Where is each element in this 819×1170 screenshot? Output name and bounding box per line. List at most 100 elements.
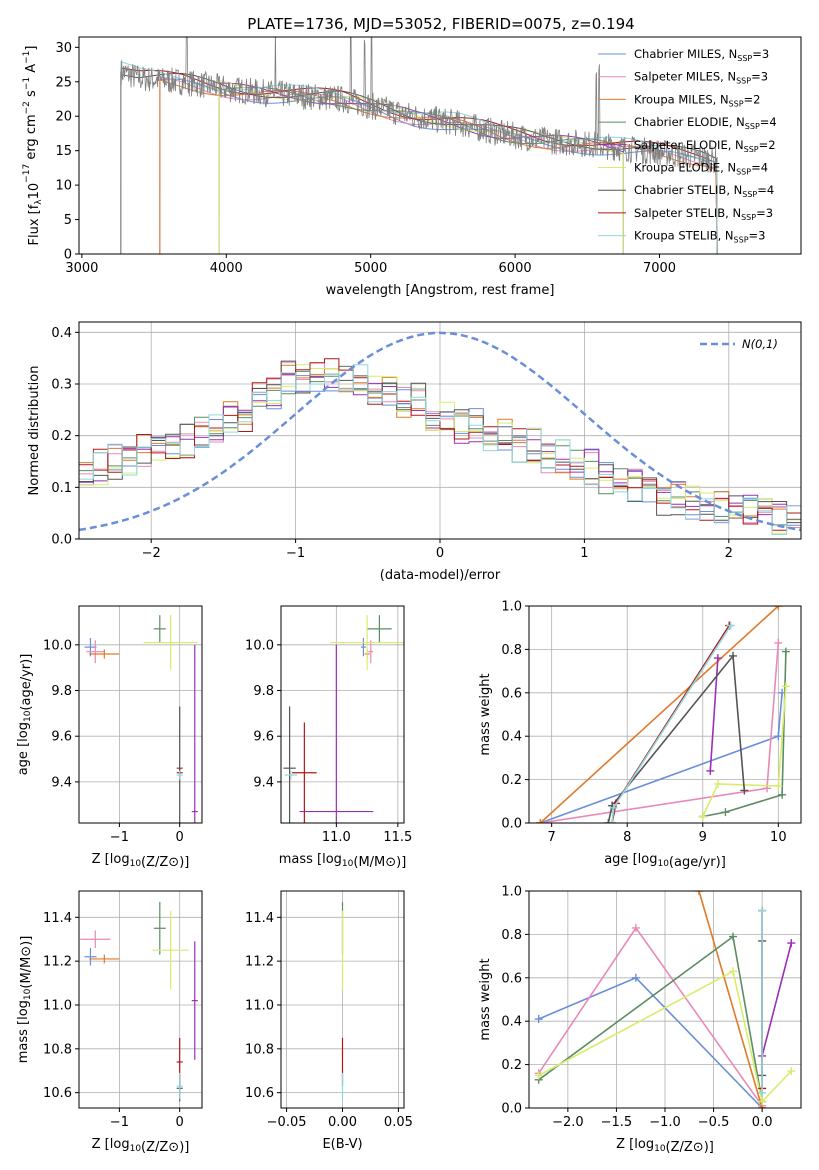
model-line-kroupa-elodie bbox=[218, 79, 624, 254]
x-tick-label: 8 bbox=[623, 830, 631, 845]
mass_weight_vs_Z-axes: −2.0 −1.5 −1.0 −0.5 0.0 0.0 0.2 0.4 0.6 0.8 1.0 bbox=[501, 885, 801, 1130]
series-marker bbox=[781, 647, 790, 656]
histogram-kroupa-stelib bbox=[79, 364, 801, 535]
x-tick-label: 11.5 bbox=[383, 830, 412, 845]
mass_weight_vs_Z-lines bbox=[534, 891, 796, 1108]
age_vs_mass-points bbox=[283, 615, 404, 823]
mass_weight_vs_age-frame bbox=[528, 605, 802, 824]
y-tick-label: 0.4 bbox=[501, 730, 522, 745]
y-tick-label: 11.4 bbox=[245, 911, 274, 926]
y-tick-label: 10.6 bbox=[245, 1086, 274, 1101]
x-tick-label: −1.0 bbox=[649, 1115, 681, 1130]
histogram-salpeter-stelib bbox=[79, 358, 801, 531]
mass_weight_vs_age-lines bbox=[536, 606, 790, 823]
y-tick-label: 1.0 bbox=[501, 600, 522, 615]
series-line bbox=[702, 686, 787, 817]
series-marker bbox=[774, 638, 783, 647]
y-axis-label: mass [log10(M/M⊙)] bbox=[16, 936, 34, 1064]
y-tick-label: 0.8 bbox=[501, 928, 522, 943]
series-marker bbox=[729, 932, 737, 941]
x-axis-label: age [log10(age/yr)] bbox=[604, 852, 726, 870]
series-marker bbox=[631, 923, 640, 932]
residuals-axes: −2 −1 0 1 2 0.0 0.1 0.2 0.3 0.4 bbox=[51, 322, 801, 561]
y-axis-label: mass weight bbox=[478, 673, 493, 755]
x-axis-label: Z [log10(Z/Z⊙)] bbox=[616, 1137, 714, 1155]
y-tick-label: 0.1 bbox=[51, 481, 72, 496]
legend-entry: Salpeter MILES, NSSP=3 bbox=[634, 70, 768, 86]
y-tick-label: 15 bbox=[55, 144, 72, 159]
series-line bbox=[702, 651, 787, 818]
series-marker bbox=[758, 1097, 767, 1106]
series-marker bbox=[726, 621, 735, 630]
x-tick-label: 6000 bbox=[499, 261, 532, 276]
age_vs_mass-frame bbox=[280, 605, 405, 824]
x-tick-label: −1 bbox=[286, 546, 305, 561]
x-axis-label: Z [log10(Z/Z⊙)] bbox=[92, 852, 190, 870]
y-tick-label: 0.0 bbox=[501, 817, 522, 832]
y-tick-label: 11.0 bbox=[43, 998, 72, 1013]
series-marker bbox=[774, 782, 783, 791]
series-line bbox=[761, 942, 793, 1057]
series-marker bbox=[698, 812, 707, 821]
x-axis-label: Z [log10(Z/Z⊙)] bbox=[92, 1137, 190, 1155]
x-tick-label: −0.05 bbox=[267, 1115, 307, 1130]
series-marker bbox=[604, 819, 613, 823]
y-tick-label: 0.4 bbox=[51, 326, 72, 341]
series-marker bbox=[787, 939, 796, 948]
residual-histograms bbox=[79, 331, 801, 535]
spectrum-axes: 3000 4000 5000 6000 7000 0 5 10 15 20 25 30 bbox=[55, 41, 676, 276]
y-tick-label: 10.0 bbox=[245, 638, 274, 653]
y-tick-label: 20 bbox=[55, 110, 72, 125]
y-tick-label: 9.6 bbox=[253, 730, 274, 745]
y-tick-label: 0.0 bbox=[501, 1102, 522, 1117]
y-tick-label: 0.4 bbox=[501, 1015, 522, 1030]
legend-entry: Salpeter STELIB, NSSP=3 bbox=[634, 206, 773, 222]
y-tick-label: 10.8 bbox=[43, 1042, 72, 1057]
x-tick-label: 0 bbox=[176, 1115, 184, 1130]
spectrum-legend: Chabrier MILES, NSSP=3 Salpeter MILES, NS… bbox=[598, 47, 777, 245]
y-axis-label: Normed distribution bbox=[27, 366, 42, 496]
series-line bbox=[538, 926, 763, 1107]
y-tick-label: 9.8 bbox=[51, 684, 72, 699]
y-tick-label: 0.6 bbox=[501, 686, 522, 701]
series-marker bbox=[758, 906, 767, 915]
y-tick-label: 0.2 bbox=[501, 1058, 522, 1073]
series-marker bbox=[631, 973, 640, 982]
series-marker bbox=[713, 654, 722, 663]
y-axis-label: Flux [fλ10−17 erg cm−2 s−1 A−1] bbox=[22, 46, 44, 246]
y-tick-label: 0.2 bbox=[501, 773, 522, 788]
series-marker bbox=[609, 803, 618, 812]
y-tick-label: 0.6 bbox=[501, 971, 522, 986]
series-line bbox=[538, 970, 792, 1104]
series-marker bbox=[778, 790, 787, 799]
x-tick-label: 4000 bbox=[210, 261, 243, 276]
series-marker bbox=[774, 732, 783, 741]
mass_vs_Z-frame bbox=[78, 890, 203, 1109]
series-marker bbox=[534, 1015, 543, 1024]
x-tick-label: −0.5 bbox=[698, 1115, 730, 1130]
x-tick-label: −1.5 bbox=[601, 1115, 633, 1130]
y-tick-label: 0 bbox=[64, 248, 72, 263]
model-line-kroupa-stelib bbox=[120, 61, 718, 254]
x-tick-label: 0.00 bbox=[328, 1115, 357, 1130]
y-tick-label: 9.4 bbox=[253, 775, 274, 790]
x-axis-label: (data-model)/error bbox=[380, 568, 501, 583]
y-tick-label: 0.8 bbox=[501, 643, 522, 658]
series-marker bbox=[695, 891, 703, 895]
legend-entry: Salpeter ELODIE, NSSP=2 bbox=[634, 138, 776, 154]
x-tick-label: 3000 bbox=[65, 261, 98, 276]
y-tick-label: 10.8 bbox=[245, 1042, 274, 1057]
y-tick-label: 0.2 bbox=[51, 429, 72, 444]
series-line bbox=[539, 606, 779, 823]
model-line-salpeter-stelib bbox=[120, 67, 718, 254]
x-tick-label: 9 bbox=[699, 830, 707, 845]
series-marker bbox=[729, 651, 737, 660]
x-tick-label: 0 bbox=[436, 546, 444, 561]
x-tick-label: 10 bbox=[770, 830, 787, 845]
chart-title: PLATE=1736, MJD=53052, FIBERID=0075, z=0… bbox=[247, 15, 634, 33]
x-tick-label: 11.0 bbox=[322, 830, 351, 845]
series-line bbox=[607, 653, 746, 823]
series-marker bbox=[608, 819, 617, 823]
x-tick-label: 2 bbox=[725, 546, 733, 561]
series-marker bbox=[706, 766, 715, 775]
